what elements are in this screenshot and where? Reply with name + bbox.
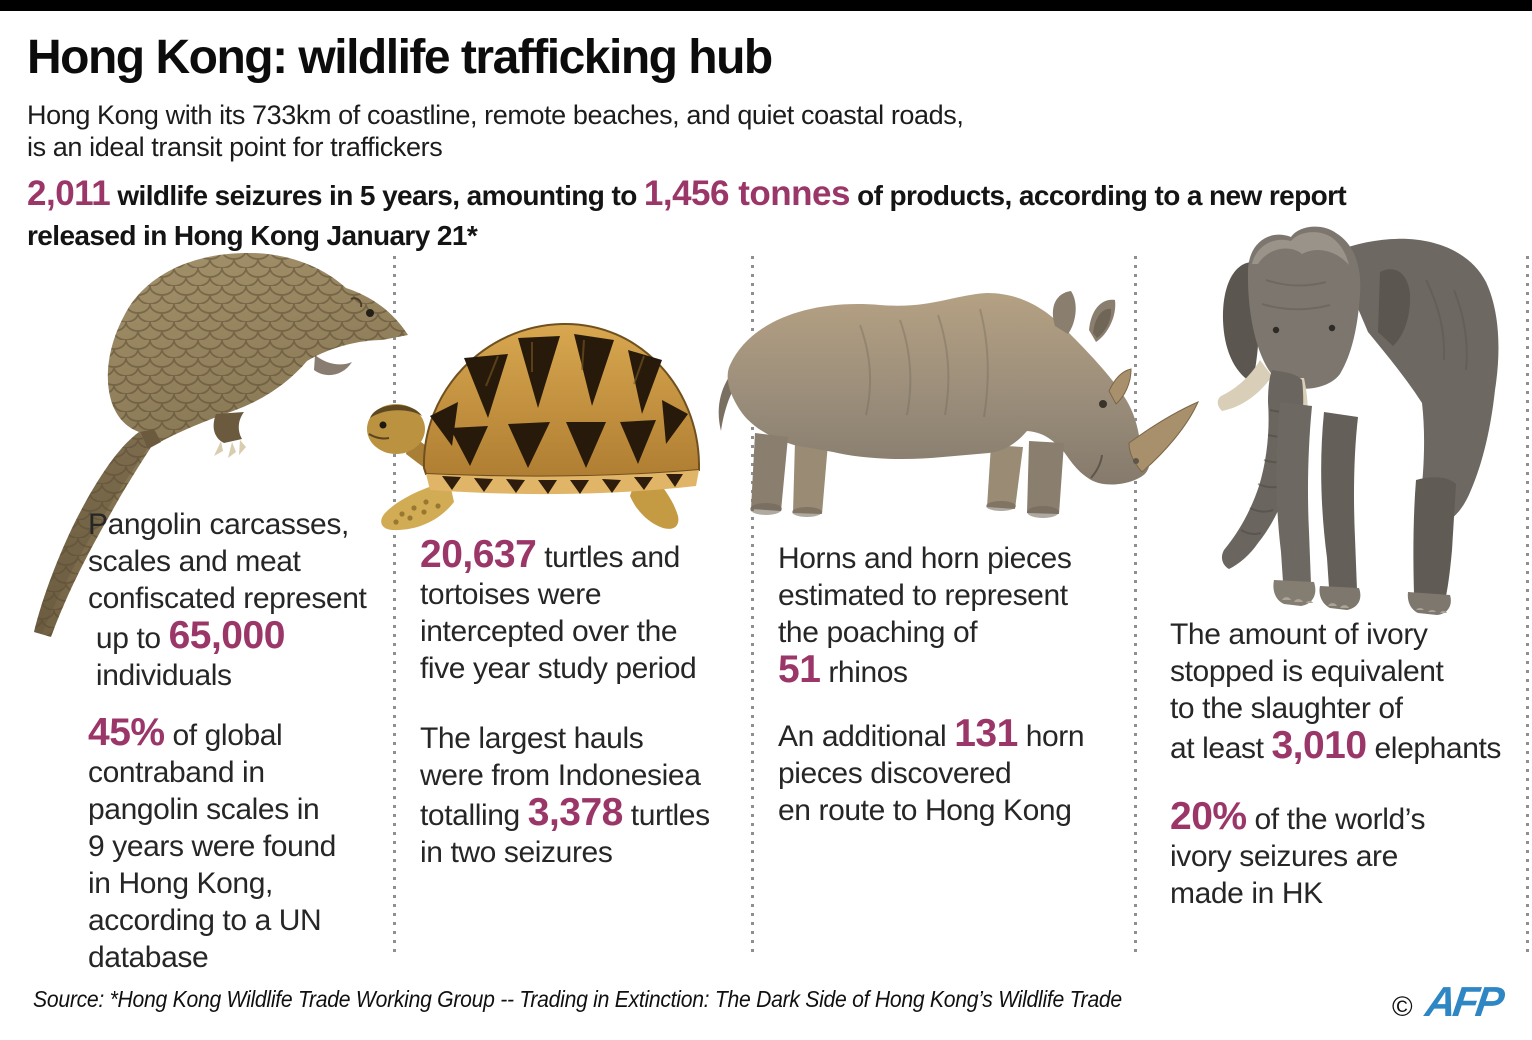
afp-logo: AFP (1422, 978, 1505, 1025)
pangolin-image (34, 252, 408, 637)
source-line: Source: *Hong Kong Wildlife Trade Workin… (33, 986, 1122, 1012)
pangolin-stat-primary: Pangolin carcasses, scales and meat conf… (88, 508, 367, 692)
tortoise-image (367, 322, 700, 531)
column-divider-1 (393, 256, 396, 952)
stat-column-pangolin: Pangolin carcasses, scales and meat conf… (88, 506, 398, 976)
rhino-stat-primary: Horns and horn pieces estimated to repre… (778, 542, 1072, 691)
copyright-icon: © (1392, 991, 1413, 1022)
intro-subtitle: Hong Kong with its 733km of coastline, r… (27, 100, 964, 162)
page-title: Hong Kong: wildlife trafficking hub (27, 31, 773, 84)
column-divider-3 (1134, 256, 1137, 952)
pangolin-stat-secondary: 45% of global contraband in pangolin sca… (88, 711, 336, 974)
column-divider-4 (1526, 256, 1529, 952)
rhino-image (718, 291, 1199, 518)
rhino-stat-secondary: An additional 131 horn pieces discovered… (778, 712, 1085, 827)
top-black-bar (0, 0, 1532, 11)
key-stats-line: 2,011 wildlife seizures in 5 years, amou… (27, 174, 1347, 251)
elephant-stat-primary: The amount of ivory stopped is equivalen… (1170, 618, 1502, 767)
stat-column-rhino: Horns and horn pieces estimated to repre… (778, 540, 1123, 829)
elephant-stat-secondary: 20% of the world’s ivory seizures are ma… (1170, 795, 1426, 910)
stat-column-tortoise: 20,637 turtles and tortoises were interc… (420, 533, 755, 871)
tortoise-stat-secondary: The largest hauls were from Indonesiea t… (420, 722, 710, 869)
tortoise-stat-primary: 20,637 turtles and tortoises were interc… (420, 533, 697, 685)
elephant-image (1217, 226, 1499, 615)
column-divider-2 (751, 256, 754, 952)
stat-column-elephant: The amount of ivory stopped is equivalen… (1170, 616, 1510, 912)
